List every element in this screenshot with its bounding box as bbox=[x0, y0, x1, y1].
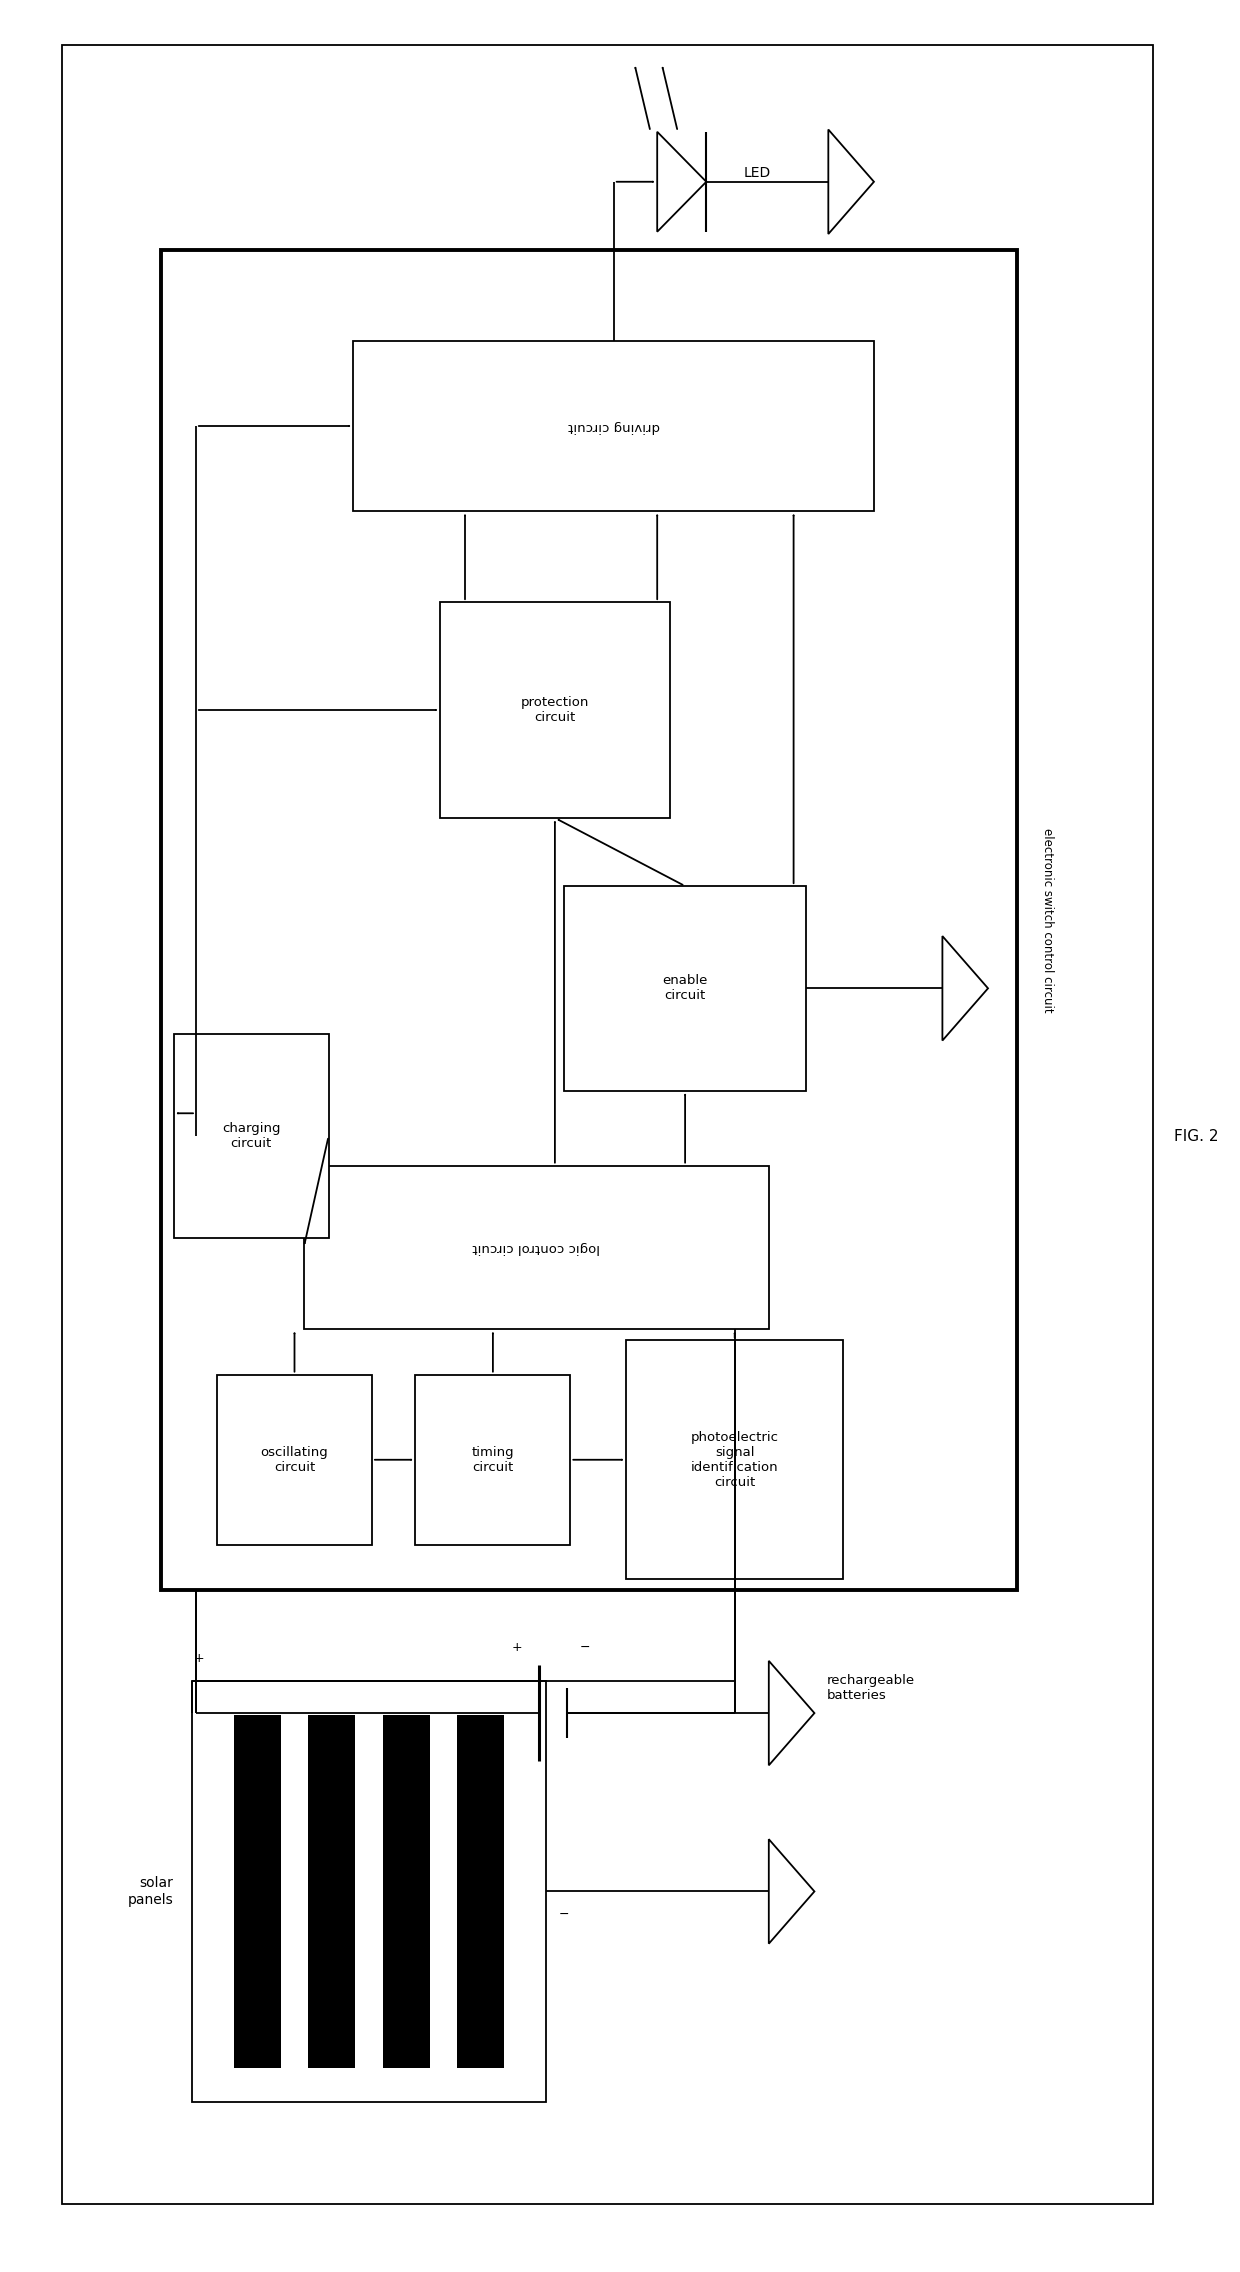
Text: solar
panels: solar panels bbox=[128, 1877, 174, 1906]
Bar bbox=[456, 1715, 503, 2068]
Bar bbox=[415, 1375, 570, 1545]
Bar bbox=[174, 1034, 329, 1238]
Polygon shape bbox=[828, 130, 874, 234]
Text: enable
circuit: enable circuit bbox=[662, 975, 708, 1002]
Text: LED: LED bbox=[744, 166, 771, 179]
Bar bbox=[382, 1715, 429, 2068]
Text: FIG. 2: FIG. 2 bbox=[1174, 1129, 1219, 1143]
Text: +: + bbox=[193, 1652, 205, 1665]
Text: −: − bbox=[559, 1908, 569, 1920]
Bar bbox=[161, 250, 1017, 1590]
Text: timing
circuit: timing circuit bbox=[471, 1445, 515, 1475]
Polygon shape bbox=[657, 132, 707, 232]
Bar bbox=[626, 1340, 843, 1579]
Text: driving circuit: driving circuit bbox=[568, 420, 660, 432]
Polygon shape bbox=[769, 1840, 815, 1945]
Text: photoelectric
signal
identification
circuit: photoelectric signal identification circ… bbox=[691, 1431, 779, 1488]
Bar bbox=[217, 1375, 372, 1545]
Bar bbox=[304, 1166, 769, 1329]
Text: +: + bbox=[512, 1640, 522, 1654]
Bar bbox=[353, 341, 874, 511]
Text: −: − bbox=[580, 1640, 590, 1654]
Text: rechargeable
batteries: rechargeable batteries bbox=[827, 1674, 915, 1702]
Bar bbox=[308, 1715, 355, 2068]
Polygon shape bbox=[769, 1661, 815, 1765]
Text: logic control circuit: logic control circuit bbox=[472, 1241, 600, 1254]
Text: oscillating
circuit: oscillating circuit bbox=[260, 1445, 329, 1475]
Bar bbox=[564, 886, 806, 1091]
Text: electronic switch control circuit: electronic switch control circuit bbox=[1042, 827, 1054, 1013]
Bar bbox=[440, 602, 670, 818]
Text: charging
circuit: charging circuit bbox=[222, 1122, 280, 1150]
Text: protection
circuit: protection circuit bbox=[521, 695, 589, 725]
Bar bbox=[233, 1715, 280, 2068]
Polygon shape bbox=[942, 936, 988, 1041]
Bar bbox=[192, 1681, 546, 2102]
Bar bbox=[62, 45, 1153, 2204]
